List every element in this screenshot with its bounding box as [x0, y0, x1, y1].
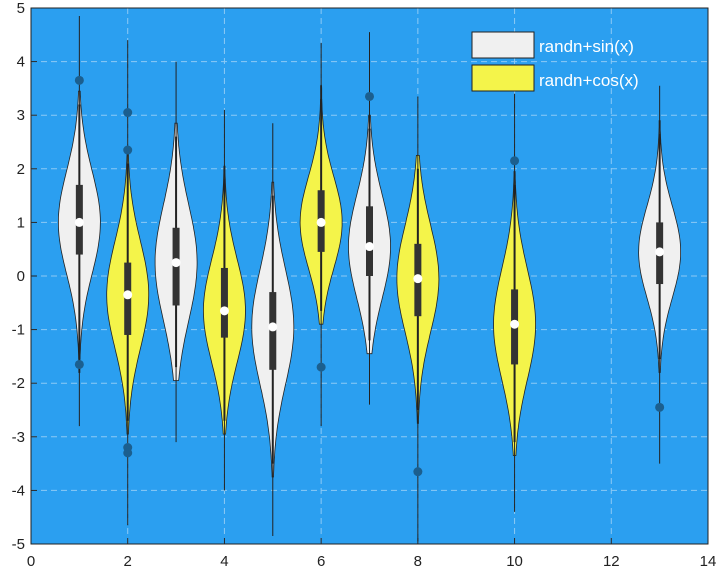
violin-median	[655, 247, 665, 257]
x-tick-label: 14	[700, 553, 717, 570]
violin-median	[316, 217, 326, 227]
y-tick-label: 0	[17, 268, 25, 285]
y-tick-label: 4	[17, 54, 25, 71]
y-tick-label: -4	[12, 482, 25, 499]
violin-outlier	[655, 402, 665, 412]
legend-label-cos: randn+cos(x)	[539, 71, 639, 90]
violin	[638, 85, 681, 464]
violin-median	[74, 217, 84, 227]
violin-outlier	[123, 448, 133, 458]
y-tick-label: -2	[12, 375, 25, 392]
x-tick-label: 8	[414, 553, 422, 570]
violin-outlier	[316, 362, 326, 372]
violin	[58, 16, 101, 427]
legend-swatch-cos	[471, 64, 535, 92]
violins	[58, 16, 681, 542]
violin	[202, 109, 246, 491]
violin-median	[510, 319, 520, 329]
violin-outlier	[123, 108, 133, 118]
y-tick-label: 5	[17, 0, 25, 17]
violin-outlier	[123, 145, 133, 155]
violin-iqr-box	[220, 267, 228, 338]
violin-median	[413, 274, 423, 284]
violin-outlier	[413, 467, 423, 477]
x-axis-ticks: 0 2 4 6 8 10 12 14	[27, 538, 717, 570]
y-tick-label: -5	[12, 536, 25, 553]
violin-outlier	[510, 156, 520, 166]
y-tick-label: -1	[12, 322, 25, 339]
y-tick-label: 1	[17, 214, 25, 231]
violin-median	[171, 258, 181, 268]
y-tick-label: -3	[12, 429, 25, 446]
y-tick-label: 3	[17, 107, 25, 124]
violin-iqr-box	[366, 206, 373, 276]
x-tick-label: 6	[317, 553, 325, 570]
violin	[396, 96, 440, 542]
x-tick-label: 4	[220, 553, 228, 570]
x-tick-label: 2	[124, 553, 132, 570]
x-tick-label: 12	[603, 553, 620, 570]
violin-outlier	[74, 75, 84, 85]
legend: randn+sin(x) randn+cos(x)	[471, 31, 639, 92]
violin-median	[123, 290, 133, 300]
violin-outlier	[74, 359, 84, 369]
violin	[299, 42, 343, 427]
violin	[348, 32, 391, 405]
legend-label-sin: randn+sin(x)	[539, 37, 634, 56]
violin	[251, 123, 295, 536]
x-tick-label: 10	[506, 553, 523, 570]
violin-median	[268, 322, 278, 332]
violin	[493, 93, 537, 512]
y-tick-label: 2	[17, 161, 25, 178]
violin	[154, 61, 198, 443]
violin-median	[365, 242, 374, 252]
y-axis-ticks: 5 4 3 2 1 0 -1 -2 -3 -4 -5	[12, 0, 37, 553]
violin	[106, 40, 150, 526]
x-tick-label: 0	[27, 553, 35, 570]
violin-median	[219, 306, 229, 316]
violin-outlier	[365, 91, 374, 101]
legend-swatch-sin	[471, 31, 535, 59]
